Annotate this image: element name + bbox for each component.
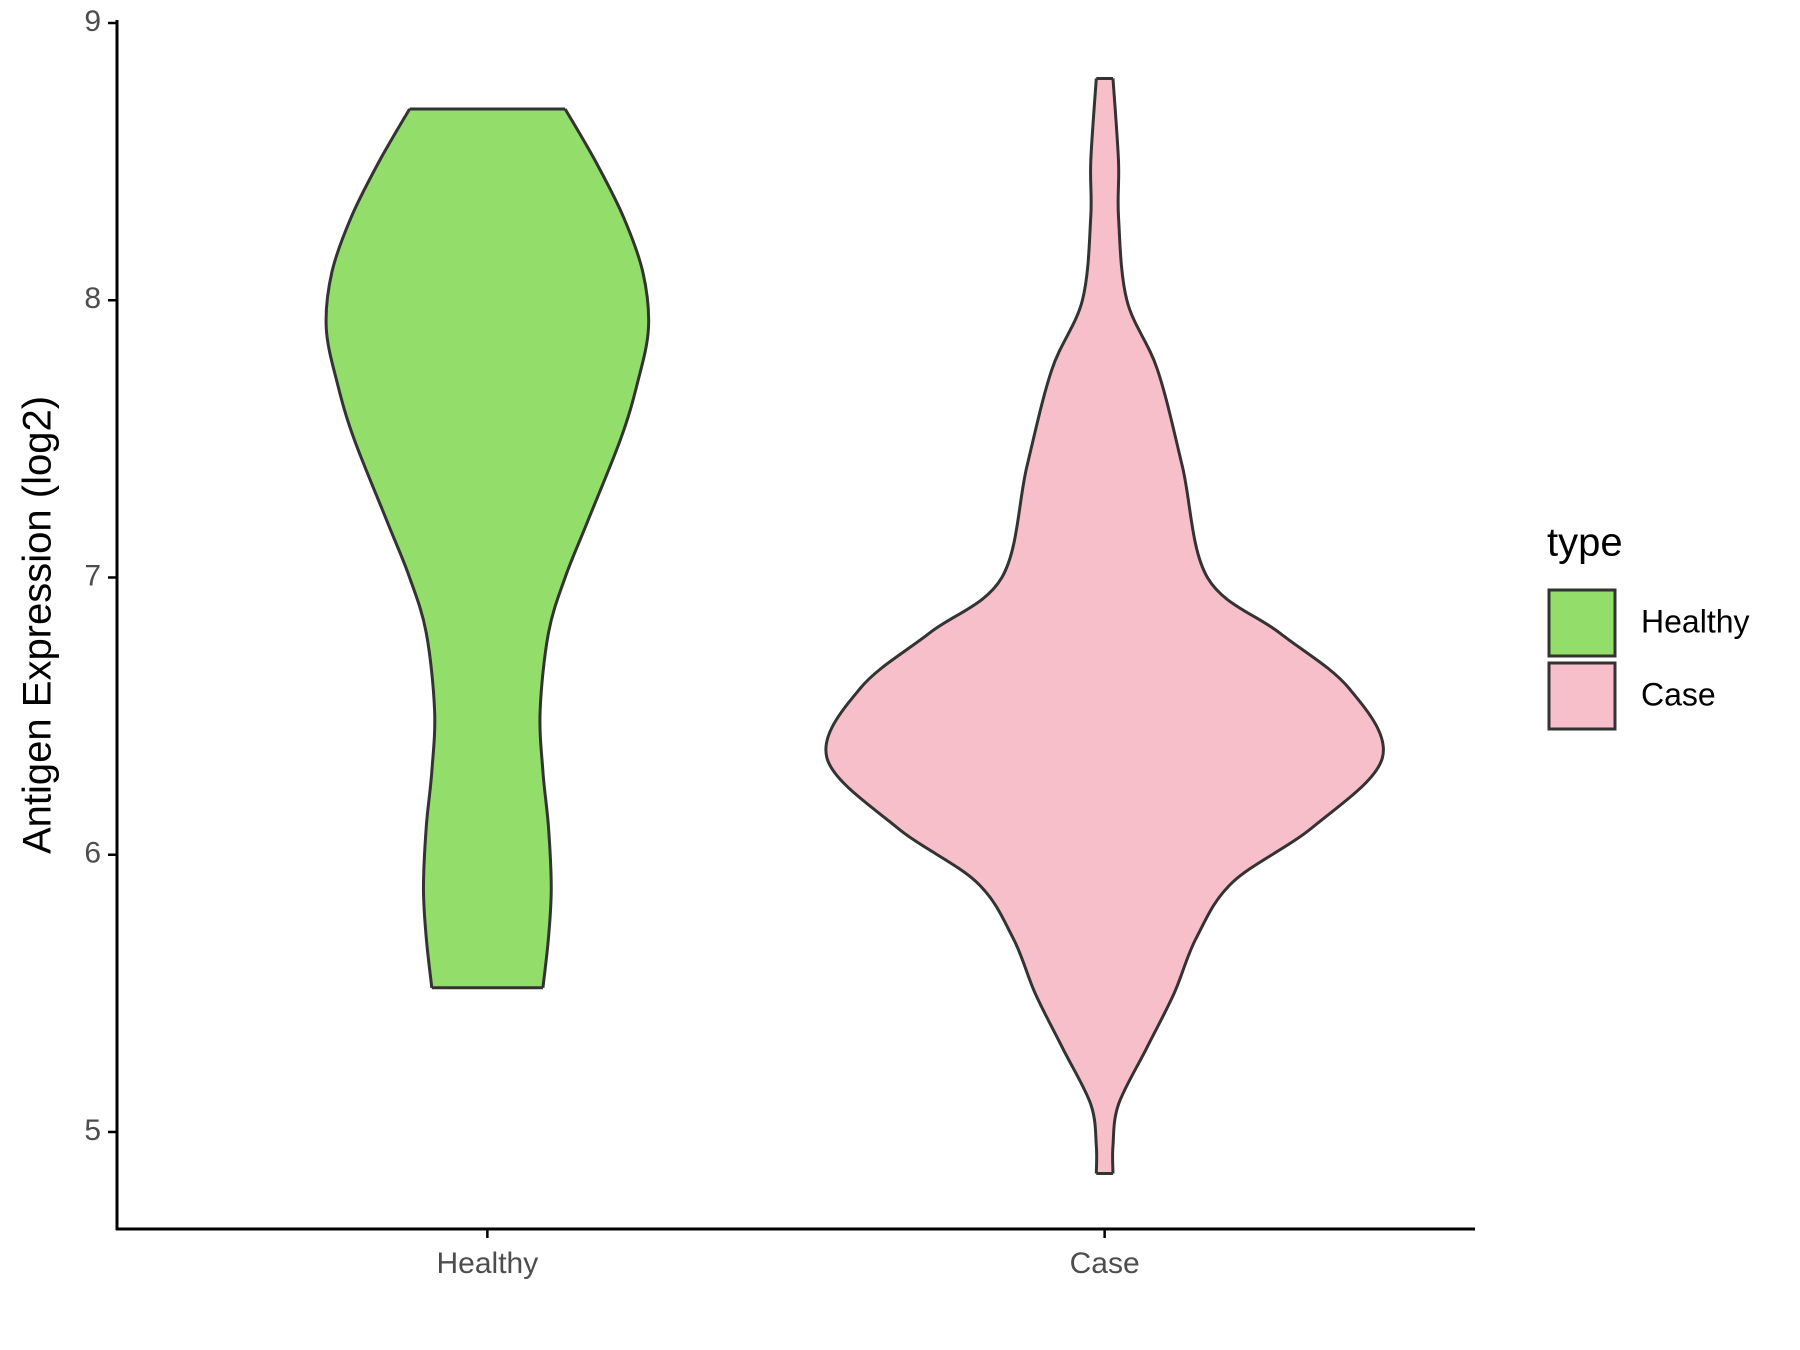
legend-label: Healthy [1641, 603, 1750, 639]
legend-label: Case [1641, 676, 1716, 712]
x-tick-label: Healthy [437, 1247, 539, 1280]
y-axis-title: Antigen Expression (log2) [16, 396, 60, 854]
legend-key [1547, 588, 1617, 658]
legend-key [1547, 661, 1617, 731]
y-tick-label: 5 [84, 1114, 101, 1147]
y-tick-label: 6 [84, 837, 101, 870]
y-tick-label: 9 [84, 5, 101, 38]
violin-body [326, 108, 649, 988]
legend-title: type [1547, 521, 1623, 565]
violin-left-edge [824, 78, 1099, 1174]
violin-body [825, 78, 1384, 1174]
y-tick-label: 7 [84, 559, 101, 592]
y-tick-label: 8 [84, 282, 101, 315]
x-tick-label: Case [1070, 1247, 1140, 1280]
violin-right-edge [538, 108, 651, 988]
violin-right-edge [1111, 78, 1385, 1174]
violin-left-edge [324, 108, 437, 988]
